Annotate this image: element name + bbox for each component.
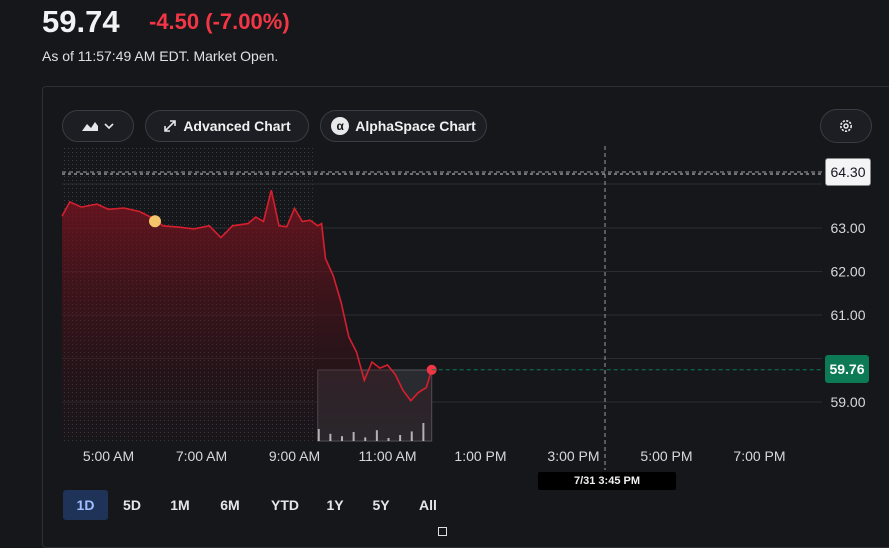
y-tick-label: 61.00	[830, 307, 865, 323]
x-tick-label: 3:00 PM	[547, 448, 599, 464]
range-button-all[interactable]: All	[419, 497, 437, 513]
alphaspace-chart-button[interactable]: α AlphaSpace Chart	[320, 110, 487, 142]
gear-icon	[840, 120, 852, 132]
y-tick-label: 62.00	[830, 264, 865, 280]
range-button-5d[interactable]: 5D	[123, 497, 141, 513]
change-percent: (-7.00%)	[205, 9, 290, 34]
range-button-6m[interactable]: 6M	[220, 497, 240, 513]
x-tick-label: 5:00 PM	[640, 448, 692, 464]
range-button-1d[interactable]: 1D	[63, 490, 108, 520]
quote-price: 59.74	[42, 4, 120, 39]
range-button-5y[interactable]: 5Y	[372, 497, 390, 513]
expand-icon	[164, 120, 177, 132]
mountain-chart-icon	[82, 122, 98, 131]
price-line	[61, 190, 433, 402]
advanced-chart-label: Advanced Chart	[183, 118, 291, 134]
chevron-down-icon	[104, 123, 114, 129]
x-tick-label: 9:00 AM	[269, 448, 320, 464]
event-marker[interactable]	[149, 215, 161, 228]
range-button-1y[interactable]: 1Y	[326, 497, 344, 513]
range-button-ytd[interactable]: YTD	[271, 497, 299, 513]
chart-type-dropdown[interactable]	[62, 110, 134, 142]
quote-change: -4.50 (-7.00%)	[149, 9, 290, 35]
y-tick-label: 59.00	[830, 394, 865, 410]
alphaspace-chart-label: AlphaSpace Chart	[355, 118, 476, 134]
x-tick-label: 1:00 PM	[454, 448, 506, 464]
range-button-1m[interactable]: 1M	[170, 497, 190, 513]
alphaspace-icon: α	[331, 117, 350, 135]
x-tick-label: 11:00 AM	[358, 448, 416, 464]
x-tick-label: 5:00 AM	[83, 448, 134, 464]
price-area	[62, 190, 432, 441]
change-value: -4.50	[149, 9, 200, 34]
last-price-badge: 59.76	[825, 355, 869, 383]
x-tick-label: 7:00 PM	[733, 448, 785, 464]
advanced-chart-button[interactable]: Advanced Chart	[145, 110, 309, 142]
y-tick-label: 63.00	[830, 220, 865, 236]
quote-timestamp: As of 11:57:49 AM EDT. Market Open.	[42, 48, 279, 64]
crosshair-price-label: 64.30	[825, 158, 871, 186]
price-chart[interactable]: 63.00 62.00 61.00 59.00 5:00 AM 7:00 AM 9:00 A…	[0, 0, 889, 532]
crosshair-time-label: 7/31 3:45 PM	[538, 472, 676, 490]
x-tick-label: 7:00 AM	[176, 448, 227, 464]
chart-settings-button[interactable]	[820, 109, 872, 143]
